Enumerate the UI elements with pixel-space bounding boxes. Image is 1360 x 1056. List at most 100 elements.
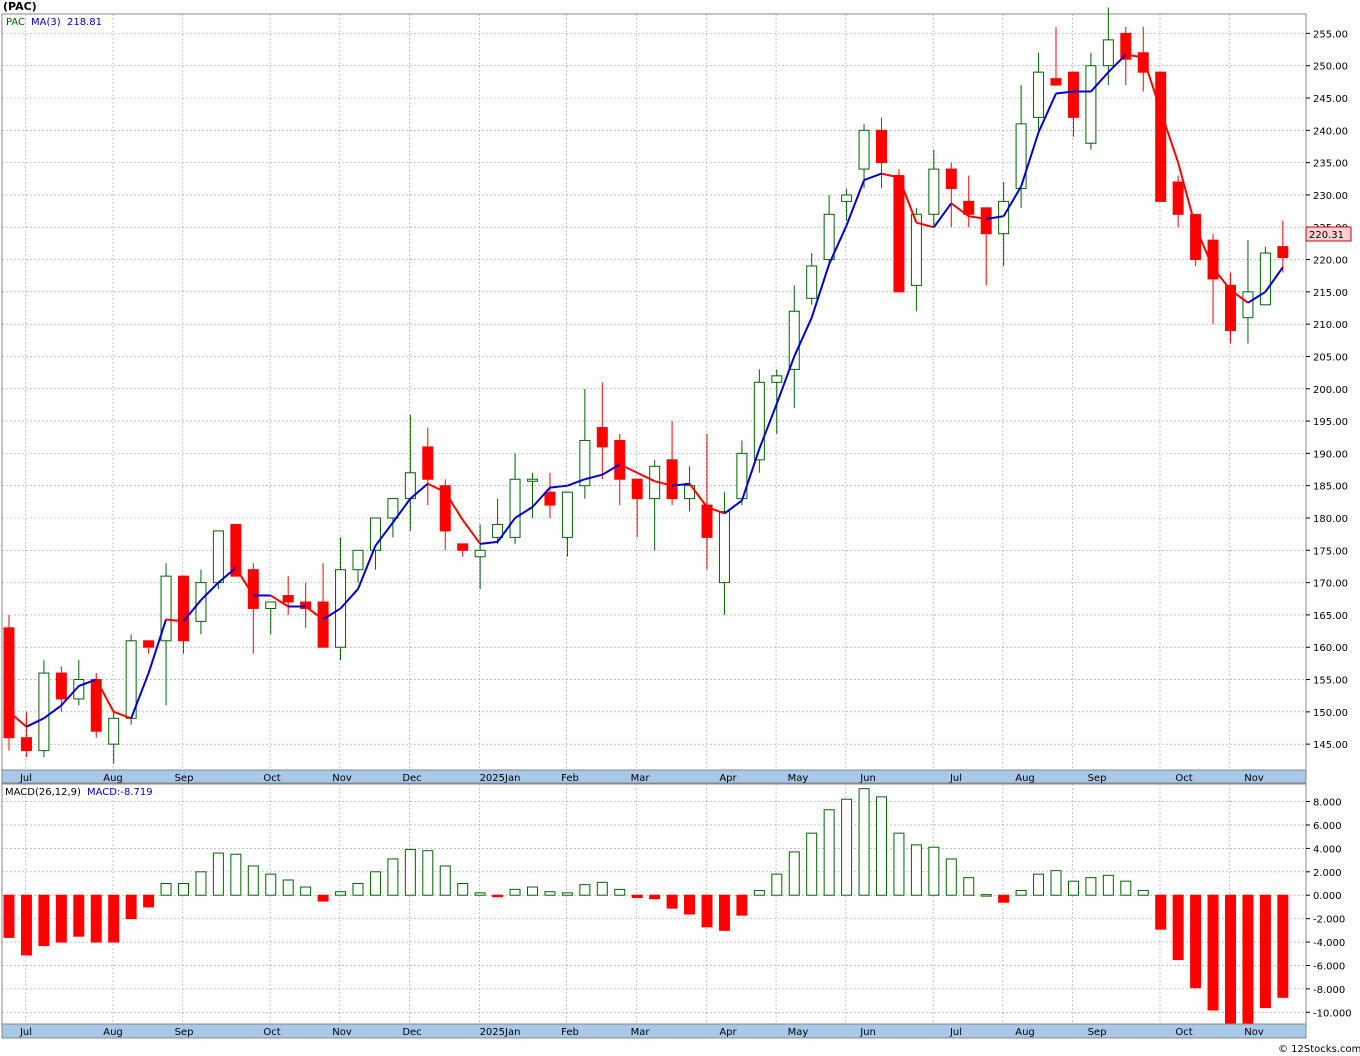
x-label-top: Nov	[332, 773, 352, 784]
price-tick-label: 150.00	[1313, 708, 1348, 719]
macd-bar	[352, 883, 364, 896]
x-label-bottom: Aug	[1015, 1027, 1035, 1038]
chart-symbol-title: (PAC)	[3, 0, 37, 13]
ma3-segment	[339, 588, 359, 610]
macd-histogram	[3, 788, 1289, 1030]
macd-bar	[335, 891, 347, 896]
ma3-line	[8, 53, 1284, 728]
price-tick-label: 180.00	[1313, 514, 1348, 525]
ma3-segment	[357, 545, 377, 590]
macd-bar	[1050, 870, 1062, 896]
x-label-bottom: Nov	[1244, 1027, 1264, 1038]
ma3-segment	[270, 594, 289, 608]
price-y-axis: 145.00 150.00 155.00 160.00 165.00 170.00 175.…	[1306, 29, 1348, 751]
candle	[753, 369, 765, 473]
macd-bar	[178, 883, 189, 896]
candle	[38, 660, 50, 758]
candle	[1033, 52, 1045, 131]
x-label-bottom: Jul	[949, 1027, 962, 1038]
candle-body	[963, 200, 975, 215]
x-label-top: May	[788, 773, 809, 784]
ma3-segment	[706, 506, 725, 515]
candle	[492, 498, 504, 544]
ma3-segment	[793, 317, 813, 357]
candle	[1190, 213, 1202, 266]
candle-body	[1102, 39, 1114, 67]
price-tick-label: 255.00	[1313, 29, 1348, 40]
ma3-segment	[1142, 56, 1162, 112]
price-tick-label: 240.00	[1313, 126, 1348, 137]
ma3-segment	[43, 704, 62, 720]
ma3-segment	[531, 486, 551, 508]
candle-body	[230, 523, 242, 577]
x-label-top: Oct	[1175, 773, 1192, 784]
macd-bar	[20, 894, 32, 956]
candle	[230, 523, 242, 577]
candle	[1067, 71, 1079, 137]
candlestick-series	[3, 7, 1289, 764]
price-tick-label: 230.00	[1313, 191, 1348, 202]
ma3-segment	[1264, 266, 1284, 293]
candle-body	[910, 213, 922, 286]
price-grid	[2, 14, 1306, 770]
macd-bar	[876, 796, 887, 896]
ma3-segment	[986, 215, 1004, 220]
ma3-segment	[1002, 186, 1022, 217]
legend-ma-value: 218.81	[67, 17, 102, 28]
macd-bar	[38, 894, 50, 947]
macd-bar	[1259, 894, 1271, 1009]
macd-bar	[1067, 880, 1079, 896]
macd-bar	[1015, 890, 1027, 896]
macd-bar	[631, 894, 643, 899]
x-label-bottom: Nov	[332, 1027, 352, 1038]
candle	[527, 472, 538, 518]
macd-bar	[945, 858, 957, 896]
candle	[457, 543, 469, 557]
macd-bar	[771, 873, 783, 896]
ma3-segment	[374, 521, 394, 547]
candle-body	[73, 679, 85, 700]
ma3-segment	[1159, 110, 1180, 163]
macd-bar	[788, 851, 800, 896]
ma3-segment	[898, 177, 918, 224]
ma3-segment	[758, 403, 778, 450]
price-tick-label: 165.00	[1313, 611, 1348, 622]
price-tick-label: 195.00	[1313, 417, 1348, 428]
ma3-segment	[584, 473, 603, 481]
macd-bar	[718, 894, 730, 931]
x-label-top: Nov	[1244, 773, 1264, 784]
ma3-segment	[740, 448, 761, 501]
macd-tick-label: -4.000	[1313, 938, 1345, 949]
ma3-segment	[933, 202, 953, 228]
candle	[1172, 175, 1184, 228]
ma3-segment	[461, 519, 481, 545]
candle	[1085, 52, 1097, 150]
candle	[422, 427, 434, 506]
ma3-segment	[113, 710, 132, 720]
x-label-bottom: Aug	[103, 1027, 123, 1038]
ma3-segment	[409, 482, 429, 500]
x-label-top: Jul	[949, 773, 962, 784]
macd-bar	[980, 894, 992, 897]
candle-body	[788, 310, 800, 370]
candle-body	[457, 543, 469, 551]
price-tick-label: 250.00	[1313, 62, 1348, 73]
candle	[1207, 233, 1219, 325]
ma3-segment	[1107, 54, 1127, 73]
macd-bar	[928, 846, 940, 896]
ma3-segment	[1055, 90, 1074, 95]
ma3-segment	[392, 498, 412, 524]
macd-tick-label: 2.000	[1313, 868, 1342, 879]
candle-body	[893, 175, 905, 293]
ma3-segment	[182, 599, 202, 623]
candle-body	[823, 213, 835, 261]
macd-bar	[561, 892, 573, 896]
candle-body	[1085, 65, 1097, 144]
x-label-top: Sep	[1088, 773, 1107, 784]
candle	[596, 382, 608, 480]
candle-body	[614, 439, 626, 480]
candle	[317, 563, 329, 648]
ma3-segment	[828, 224, 848, 265]
macd-tick-label: 8.000	[1313, 798, 1342, 809]
candle	[1225, 272, 1236, 344]
